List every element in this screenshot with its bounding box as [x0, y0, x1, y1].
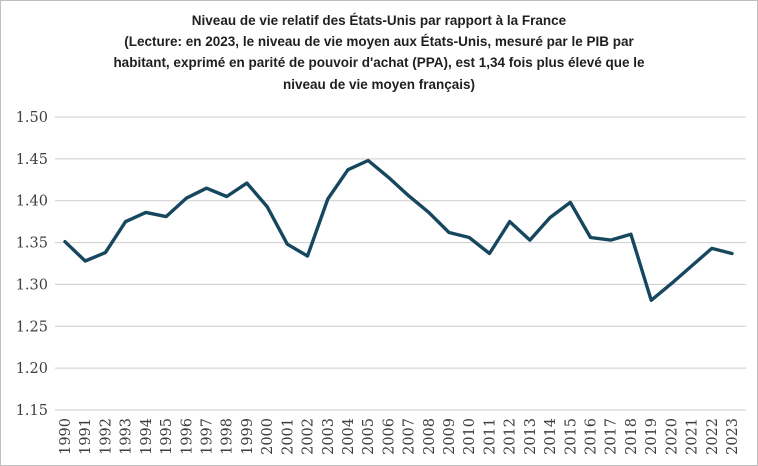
x-axis-tick-label: 1995 [159, 418, 175, 455]
data-series-line [63, 158, 734, 303]
x-axis-tick-label: 2014 [543, 418, 559, 455]
y-axis-tick-label: 1.50 [16, 110, 48, 126]
x-axis-tick-label: 2011 [482, 418, 498, 455]
x-axis-tick-label: 2004 [341, 418, 357, 455]
x-axis-tick-label: 2016 [584, 418, 600, 455]
line-chart-plot: 1.15 1.20 1.25 1.30 1.35 1.40 1.45 1.50 1990 1991… [16, 110, 746, 455]
x-axis-tick-label: 2003 [321, 418, 337, 455]
y-axis-tick-label: 1.15 [16, 403, 48, 419]
x-axis-tick-label: 1992 [98, 418, 114, 455]
x-axis-tick-label: 2023 [725, 418, 741, 455]
chart-subtitle-line-2: habitant, exprimé en parité de pouvoir d… [113, 55, 645, 71]
x-axis-tick-label: 1999 [240, 418, 256, 455]
y-axis-tick-label: 1.35 [16, 236, 48, 252]
x-axis-tick-label: 1994 [139, 418, 155, 455]
x-axis-tick-label: 2017 [604, 418, 620, 455]
x-axis-tick-label: 2009 [442, 418, 458, 455]
x-axis-tick-label: 2008 [422, 418, 438, 455]
chart-title: Niveau de vie relatif des États-Unis par… [191, 13, 567, 28]
x-axis-tick-label: 1997 [199, 418, 215, 455]
y-axis-tick-label: 1.45 [16, 152, 48, 168]
x-axis-tick-label: 2012 [503, 418, 519, 455]
x-axis-tick-label: 2013 [523, 418, 539, 455]
x-axis-tick-label: 2006 [381, 418, 397, 455]
x-axis-tick-label: 1996 [179, 418, 195, 455]
y-axis-tick-label: 1.20 [16, 361, 48, 377]
x-axis-tick-label: 2022 [705, 418, 721, 455]
x-axis-tick-label: 1991 [78, 418, 94, 455]
x-axis-tick-label: 2015 [563, 418, 579, 455]
x-axis-tick-label: 2007 [402, 418, 418, 455]
x-axis-tick-label: 2002 [301, 418, 317, 455]
x-axis-tick-label: 1998 [220, 418, 236, 455]
x-axis-tick-label: 2020 [664, 418, 680, 455]
x-axis-tick-label: 2019 [644, 418, 660, 455]
y-axis-tick-label: 1.30 [16, 277, 48, 293]
x-axis-tick-label: 2000 [260, 418, 276, 455]
chart-subtitle-line-3: niveau de vie moyen français) [282, 76, 476, 92]
x-axis-tick-label: 1993 [119, 418, 135, 455]
y-axis-tick-label: 1.25 [16, 319, 48, 335]
x-axis-tick-label: 2005 [361, 418, 377, 455]
y-axis-tick-label: 1.40 [16, 194, 48, 210]
chart-title-block: Niveau de vie relatif des États-Unis par… [1, 1, 757, 94]
chart-subtitle-line-1: (Lecture: en 2023, le niveau de vie moye… [124, 34, 634, 50]
x-axis-tick-label: 2010 [462, 418, 478, 455]
x-axis-tick-label: 2001 [280, 418, 296, 455]
x-axis-tick-label: 2021 [685, 418, 701, 455]
x-axis-tick-label: 1990 [58, 418, 74, 455]
x-axis-tick-label: 2018 [624, 418, 640, 455]
